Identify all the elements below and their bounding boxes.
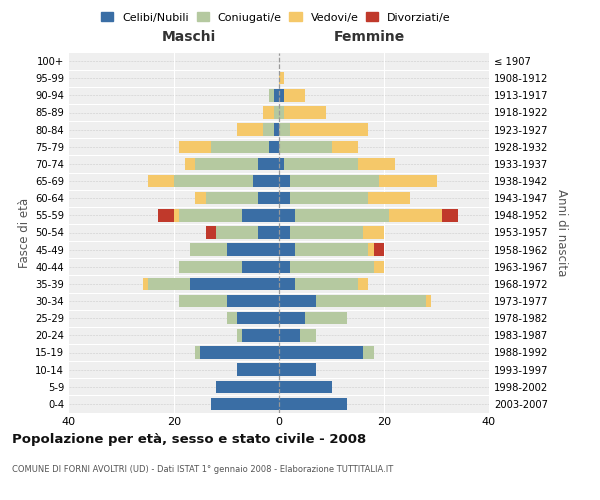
- Bar: [279, 329, 300, 342]
- Bar: [148, 175, 174, 187]
- Text: Popolazione per età, sesso e stato civile - 2008: Popolazione per età, sesso e stato civil…: [12, 432, 366, 446]
- Bar: [195, 346, 200, 358]
- Bar: [290, 226, 363, 238]
- Bar: [263, 106, 274, 118]
- Bar: [373, 244, 384, 256]
- Bar: [179, 140, 211, 153]
- Bar: [216, 226, 258, 238]
- Bar: [442, 209, 458, 222]
- Bar: [195, 158, 258, 170]
- Text: Maschi: Maschi: [161, 30, 216, 44]
- Bar: [263, 124, 274, 136]
- Bar: [279, 364, 316, 376]
- Text: COMUNE DI FORNI AVOLTRI (UD) - Dati ISTAT 1° gennaio 2008 - Elaborazione TUTTITA: COMUNE DI FORNI AVOLTRI (UD) - Dati ISTA…: [12, 466, 393, 474]
- Bar: [363, 346, 373, 358]
- Bar: [295, 244, 368, 256]
- Bar: [237, 364, 279, 376]
- Bar: [274, 106, 279, 118]
- Bar: [237, 124, 263, 136]
- Bar: [274, 124, 279, 136]
- Bar: [279, 260, 290, 273]
- Bar: [195, 192, 205, 204]
- Bar: [279, 72, 284, 85]
- Bar: [269, 89, 274, 102]
- Bar: [379, 175, 437, 187]
- Bar: [358, 278, 368, 290]
- Bar: [363, 226, 384, 238]
- Bar: [211, 398, 279, 410]
- Bar: [290, 175, 379, 187]
- Y-axis label: Fasce di età: Fasce di età: [18, 198, 31, 268]
- Bar: [279, 278, 295, 290]
- Bar: [279, 209, 295, 222]
- Bar: [174, 209, 179, 222]
- Legend: Celibi/Nubili, Coniugati/e, Vedovi/e, Divorziati/e: Celibi/Nubili, Coniugati/e, Vedovi/e, Di…: [97, 8, 455, 27]
- Bar: [148, 278, 190, 290]
- Bar: [253, 175, 279, 187]
- Bar: [426, 295, 431, 307]
- Bar: [190, 278, 279, 290]
- Bar: [227, 295, 279, 307]
- Bar: [279, 398, 347, 410]
- Text: Femmine: Femmine: [334, 30, 405, 44]
- Bar: [279, 89, 284, 102]
- Bar: [316, 295, 426, 307]
- Bar: [279, 158, 284, 170]
- Bar: [179, 260, 242, 273]
- Bar: [279, 226, 290, 238]
- Bar: [305, 312, 347, 324]
- Bar: [216, 380, 279, 393]
- Bar: [279, 192, 290, 204]
- Bar: [279, 346, 363, 358]
- Bar: [331, 140, 358, 153]
- Bar: [179, 209, 242, 222]
- Bar: [227, 244, 279, 256]
- Bar: [373, 260, 384, 273]
- Bar: [158, 209, 174, 222]
- Bar: [290, 260, 373, 273]
- Bar: [358, 158, 395, 170]
- Bar: [190, 244, 227, 256]
- Bar: [227, 312, 237, 324]
- Bar: [174, 175, 253, 187]
- Bar: [205, 192, 258, 204]
- Bar: [279, 244, 295, 256]
- Bar: [284, 158, 358, 170]
- Bar: [242, 209, 279, 222]
- Bar: [279, 380, 331, 393]
- Bar: [279, 175, 290, 187]
- Bar: [179, 295, 227, 307]
- Bar: [290, 192, 368, 204]
- Bar: [258, 158, 279, 170]
- Bar: [284, 106, 326, 118]
- Y-axis label: Anni di nascita: Anni di nascita: [555, 189, 568, 276]
- Bar: [279, 295, 316, 307]
- Bar: [242, 329, 279, 342]
- Bar: [258, 226, 279, 238]
- Bar: [368, 192, 410, 204]
- Bar: [295, 209, 389, 222]
- Bar: [368, 244, 373, 256]
- Bar: [279, 124, 290, 136]
- Bar: [185, 158, 195, 170]
- Bar: [237, 312, 279, 324]
- Bar: [279, 312, 305, 324]
- Bar: [284, 89, 305, 102]
- Bar: [269, 140, 279, 153]
- Bar: [290, 124, 368, 136]
- Bar: [258, 192, 279, 204]
- Bar: [205, 226, 216, 238]
- Bar: [279, 140, 331, 153]
- Bar: [300, 329, 316, 342]
- Bar: [200, 346, 279, 358]
- Bar: [143, 278, 148, 290]
- Bar: [211, 140, 269, 153]
- Bar: [295, 278, 358, 290]
- Bar: [279, 106, 284, 118]
- Bar: [237, 329, 242, 342]
- Bar: [274, 89, 279, 102]
- Bar: [389, 209, 442, 222]
- Bar: [242, 260, 279, 273]
